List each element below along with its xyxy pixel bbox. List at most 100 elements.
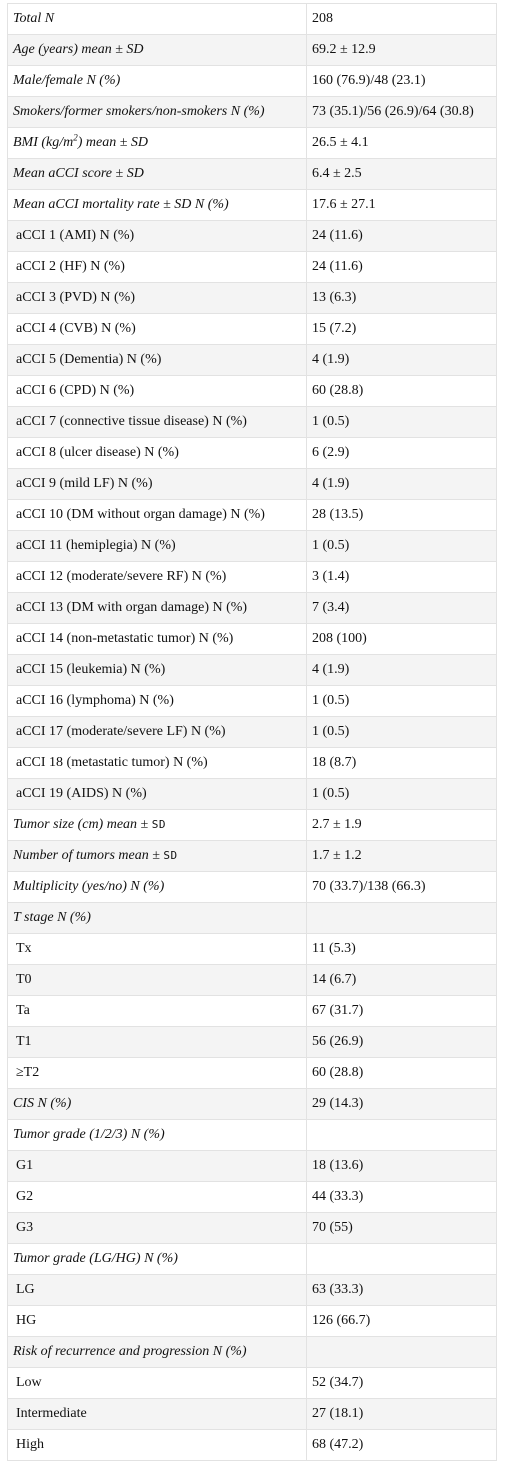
row-label: Risk of recurrence and progression N (%) (7, 1336, 307, 1368)
row-label: aCCI 9 (mild LF) N (%) (7, 468, 307, 500)
row-label: aCCI 12 (moderate/severe RF) N (%) (7, 561, 307, 593)
table-row: LG 63 (33.3) (7, 1274, 497, 1306)
row-value: 18 (8.7) (306, 747, 497, 779)
row-label: T0 (7, 964, 307, 996)
table-row: Total N 208 (7, 3, 497, 35)
table-row: G3 70 (55) (7, 1212, 497, 1244)
row-value: 1.7 ± 1.2 (306, 840, 497, 872)
table-row: aCCI 1 (AMI) N (%) 24 (11.6) (7, 220, 497, 252)
row-label: LG (7, 1274, 307, 1306)
table-row: Mean aCCI mortality rate ± SD N (%) 17.6 … (7, 189, 497, 221)
row-value: 28 (13.5) (306, 499, 497, 531)
row-label: Number of tumors mean ± SD (7, 840, 307, 872)
row-value: 126 (66.7) (306, 1305, 497, 1337)
row-label: Tx (7, 933, 307, 965)
row-label: aCCI 15 (leukemia) N (%) (7, 654, 307, 686)
table-row: aCCI 18 (metastatic tumor) N (%) 18 (8.7) (7, 747, 497, 779)
table-row: aCCI 15 (leukemia) N (%) 4 (1.9) (7, 654, 497, 686)
row-value: 4 (1.9) (306, 468, 497, 500)
row-label: Mean aCCI score ± SD (7, 158, 307, 190)
row-label: Tumor grade (LG/HG) N (%) (7, 1243, 307, 1275)
row-value: 63 (33.3) (306, 1274, 497, 1306)
row-label: aCCI 11 (hemiplegia) N (%) (7, 530, 307, 562)
table-row: aCCI 7 (connective tissue disease) N (%)… (7, 406, 497, 438)
row-value: 3 (1.4) (306, 561, 497, 593)
table-row: CIS N (%) 29 (14.3) (7, 1088, 497, 1120)
row-value: 1 (0.5) (306, 778, 497, 810)
row-label: Low (7, 1367, 307, 1399)
table-row: HG 126 (66.7) (7, 1305, 497, 1337)
row-value: 4 (1.9) (306, 654, 497, 686)
row-label: Tumor grade (1/2/3) N (%) (7, 1119, 307, 1151)
table-row: aCCI 5 (Dementia) N (%) 4 (1.9) (7, 344, 497, 376)
row-label: aCCI 13 (DM with organ damage) N (%) (7, 592, 307, 624)
row-value: 4 (1.9) (306, 344, 497, 376)
row-value: 2.7 ± 1.9 (306, 809, 497, 841)
table-row: Ta 67 (31.7) (7, 995, 497, 1027)
row-value (306, 1336, 497, 1368)
table-row: Tx 11 (5.3) (7, 933, 497, 965)
row-value: 52 (34.7) (306, 1367, 497, 1399)
row-label: aCCI 18 (metastatic tumor) N (%) (7, 747, 307, 779)
row-label: G1 (7, 1150, 307, 1182)
row-value: 24 (11.6) (306, 251, 497, 283)
table-row: aCCI 6 (CPD) N (%) 60 (28.8) (7, 375, 497, 407)
row-value: 1 (0.5) (306, 530, 497, 562)
row-value: 26.5 ± 4.1 (306, 127, 497, 159)
table-row: aCCI 2 (HF) N (%) 24 (11.6) (7, 251, 497, 283)
table-row: aCCI 13 (DM with organ damage) N (%) 7 (3… (7, 592, 497, 624)
row-label-text: Number of tumors mean ± (13, 848, 164, 863)
row-value: 160 (76.9)/48 (23.1) (306, 65, 497, 97)
table-row: High 68 (47.2) (7, 1429, 497, 1461)
row-value: 14 (6.7) (306, 964, 497, 996)
table-row: aCCI 8 (ulcer disease) N (%) 6 (2.9) (7, 437, 497, 469)
row-label: aCCI 14 (non-metastatic tumor) N (%) (7, 623, 307, 655)
row-value: 24 (11.6) (306, 220, 497, 252)
row-value: 7 (3.4) (306, 592, 497, 624)
row-label: ≥T2 (7, 1057, 307, 1089)
row-label: T stage N (%) (7, 902, 307, 934)
table-row: G2 44 (33.3) (7, 1181, 497, 1213)
row-label-superscript: 2 (73, 132, 78, 143)
row-label: G2 (7, 1181, 307, 1213)
row-value: 68 (47.2) (306, 1429, 497, 1461)
row-value: 17.6 ± 27.1 (306, 189, 497, 221)
row-label: BMI (kg/m2) mean ± SD (7, 127, 307, 159)
row-label: aCCI 16 (lymphoma) N (%) (7, 685, 307, 717)
row-value: 69.2 ± 12.9 (306, 34, 497, 66)
row-value: 70 (33.7)/138 (66.3) (306, 871, 497, 903)
row-value: 15 (7.2) (306, 313, 497, 345)
row-label: aCCI 7 (connective tissue disease) N (%) (7, 406, 307, 438)
row-value: 208 (306, 3, 497, 35)
row-label: Mean aCCI mortality rate ± SD N (%) (7, 189, 307, 221)
row-label-sd: SD (163, 849, 178, 862)
row-label: aCCI 17 (moderate/severe LF) N (%) (7, 716, 307, 748)
row-value: 1 (0.5) (306, 406, 497, 438)
characteristics-table: Total N 208 Age (years) mean ± SD 69.2 ± 12… (7, 3, 497, 1461)
table-row: aCCI 16 (lymphoma) N (%) 1 (0.5) (7, 685, 497, 717)
table-row: Tumor size (cm) mean ± SD 2.7 ± 1.9 (7, 809, 497, 841)
row-label: CIS N (%) (7, 1088, 307, 1120)
row-label: HG (7, 1305, 307, 1337)
row-label: G3 (7, 1212, 307, 1244)
row-value: 60 (28.8) (306, 1057, 497, 1089)
row-value: 13 (6.3) (306, 282, 497, 314)
row-label: Male/female N (%) (7, 65, 307, 97)
row-label: aCCI 5 (Dementia) N (%) (7, 344, 307, 376)
row-value: 60 (28.8) (306, 375, 497, 407)
row-label-text: ) mean ± SD (77, 135, 149, 150)
row-value (306, 1119, 497, 1151)
row-label: aCCI 2 (HF) N (%) (7, 251, 307, 283)
row-value: 18 (13.6) (306, 1150, 497, 1182)
table-row: BMI (kg/m2) mean ± SD 26.5 ± 4.1 (7, 127, 497, 159)
row-value: 73 (35.1)/56 (26.9)/64 (30.8) (306, 96, 497, 128)
row-label: Total N (7, 3, 307, 35)
row-label: Age (years) mean ± SD (7, 34, 307, 66)
row-value: 27 (18.1) (306, 1398, 497, 1430)
row-value: 44 (33.3) (306, 1181, 497, 1213)
row-value: 1 (0.5) (306, 685, 497, 717)
row-label-sd: SD (151, 818, 166, 831)
table-row: Low 52 (34.7) (7, 1367, 497, 1399)
table-row: Tumor grade (LG/HG) N (%) (7, 1243, 497, 1275)
row-label: T1 (7, 1026, 307, 1058)
